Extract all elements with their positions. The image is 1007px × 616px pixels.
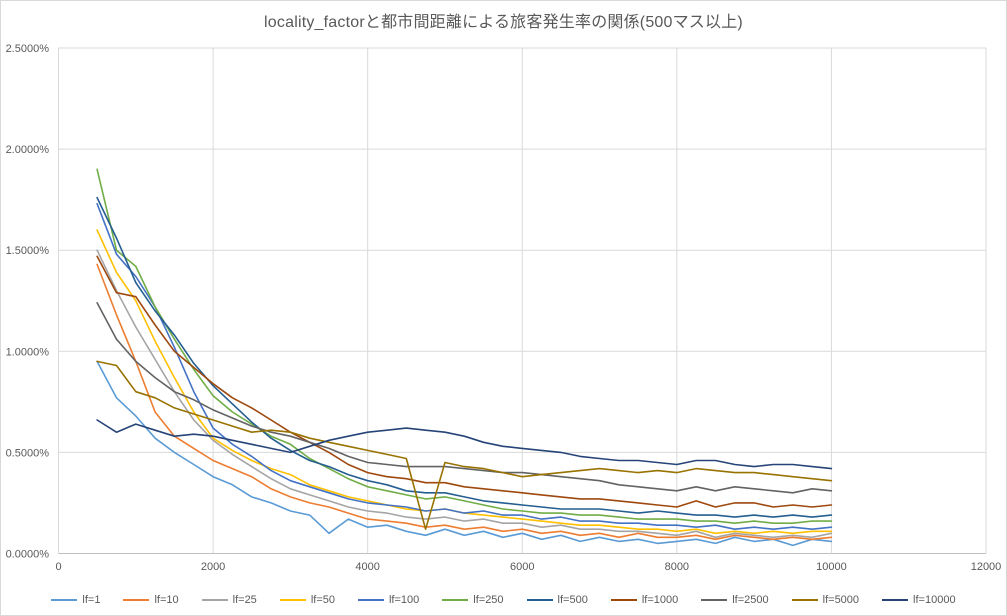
series-line-lf=250: [96, 168, 833, 525]
legend-line-swatch: [51, 599, 78, 601]
legend-item-lf=10000[interactable]: lf=10000: [882, 594, 956, 606]
series-line-lf=100: [96, 202, 833, 531]
legend-item-lf=2500[interactable]: lf=2500: [701, 594, 769, 606]
legend-item-label: lf=1000: [641, 594, 679, 606]
legend-line-swatch: [442, 599, 469, 601]
legend-line-swatch: [201, 599, 228, 601]
legend-line-swatch: [526, 599, 553, 601]
series-line-lf=1000: [96, 255, 833, 508]
y-axis-tick-label: 2.0000%: [6, 144, 50, 156]
legend-item-label: lf=5000: [822, 594, 860, 606]
x-axis-tick-label: 8000: [665, 561, 689, 573]
legend-item-label: lf=10000: [913, 594, 956, 606]
y-axis-tick-label: 0.5000%: [6, 447, 50, 459]
series-line-lf=500: [96, 196, 833, 518]
series-line-lf=5000: [96, 360, 833, 531]
x-axis-tick-label: 12000: [971, 561, 1002, 573]
y-axis-tick-label: 2.5000%: [6, 43, 50, 55]
legend-item-lf=100[interactable]: lf=100: [357, 594, 420, 606]
y-axis-tick-label: 0.0000%: [6, 549, 50, 561]
x-axis-tick-label: 4000: [355, 561, 379, 573]
legend-item-lf=250[interactable]: lf=250: [442, 594, 504, 606]
legend-line-swatch: [357, 599, 384, 601]
legend-item-label: lf=250: [473, 594, 504, 606]
legend-item-lf=50[interactable]: lf=50: [279, 594, 335, 606]
legend-line-swatch: [882, 599, 909, 601]
legend-item-label: lf=1: [82, 594, 101, 606]
series-line-lf=10000: [96, 419, 833, 470]
legend: lf=1 lf=10 lf=25 lf=50 lf=100 lf=250 lf=500 lf=…: [1, 594, 1006, 606]
legend-item-lf=1[interactable]: lf=1: [51, 594, 100, 606]
legend-item-label: lf=100: [388, 594, 420, 606]
legend-item-label: lf=2500: [732, 594, 769, 606]
series-line-lf=2500: [96, 301, 833, 494]
legend-item-label: lf=50: [310, 594, 335, 606]
legend-item-label: lf=25: [232, 594, 257, 606]
series-line-lf=10: [96, 263, 833, 541]
legend-line-swatch: [791, 599, 818, 601]
y-axis-tick-label: 1.5000%: [6, 245, 50, 257]
x-axis-tick-label: 6000: [510, 561, 534, 573]
x-axis-tick-label: 10000: [816, 561, 847, 573]
x-axis-tick-label: 0: [55, 561, 61, 573]
legend-item-lf=25[interactable]: lf=25: [201, 594, 257, 606]
legend-item-lf=5000[interactable]: lf=5000: [791, 594, 860, 606]
legend-line-swatch: [123, 599, 150, 601]
series-line-lf=25: [96, 249, 833, 539]
legend-item-lf=10[interactable]: lf=10: [123, 594, 179, 606]
series-line-lf=50: [96, 229, 833, 535]
chart-title: locality_factorと都市間距離による旅客発生率の関係(500マス以上…: [264, 14, 743, 31]
legend-line-swatch: [279, 599, 306, 601]
legend-item-label: lf=10: [154, 594, 179, 606]
legend-item-label: lf=500: [557, 594, 588, 606]
legend-item-lf=500[interactable]: lf=500: [526, 594, 588, 606]
x-axis-tick-label: 2000: [201, 561, 225, 573]
legend-line-swatch: [610, 599, 637, 601]
legend-item-lf=1000[interactable]: lf=1000: [610, 594, 679, 606]
legend-line-swatch: [701, 599, 728, 601]
y-axis-tick-label: 1.0000%: [6, 346, 50, 358]
series-line-lf=1: [96, 360, 833, 547]
